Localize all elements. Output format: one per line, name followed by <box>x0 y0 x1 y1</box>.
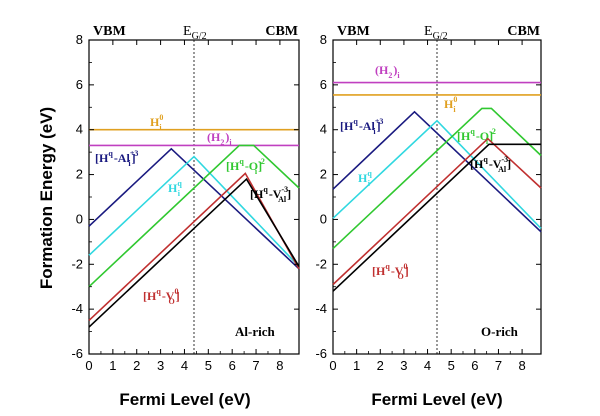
right-ytick-label: -6 <box>315 346 327 361</box>
left-ytick-label: -2 <box>71 256 83 271</box>
left-series-h-al-vacancy <box>88 177 300 328</box>
right-cbm-label: CBM <box>507 24 540 39</box>
left-ytick-label: -4 <box>71 301 83 316</box>
right-ytick-label: 2 <box>320 167 327 182</box>
left-label-h-o-vacancy: [Hq -V0 O ] <box>143 287 180 306</box>
right-label-h-al-vacancy: [Hq -V-3 Al ] <box>470 155 511 174</box>
left-xtick-label: 7 <box>252 358 259 373</box>
right-series-h-al-interstitial <box>332 110 542 233</box>
left-label-h-al-interstitial: [Hq -Al+3 i ] <box>95 149 138 168</box>
left-ytick-label: 6 <box>76 77 83 92</box>
right-xtick-label: 2 <box>377 358 384 373</box>
left-series-h-interstitial-charged <box>88 155 300 268</box>
right-xtick-label: 3 <box>400 358 407 373</box>
left-ytick-label: 4 <box>76 122 83 137</box>
left-series-h-al-interstitial <box>88 147 300 270</box>
right-xtick-label: 4 <box>424 358 431 373</box>
right-series-h-o-interstitial <box>332 107 542 250</box>
right-ytick-label: -2 <box>315 256 327 271</box>
left-xtick-label: 6 <box>229 358 236 373</box>
right-ytick-label: 4 <box>320 122 327 137</box>
right-panel: (H2 )i H0 i [Hq -Al+3 i ] Hq i [Hq -O-2 i ] [H… <box>315 24 542 373</box>
left-xtick-label: 0 <box>85 358 92 373</box>
right-ticks: 0 1 2 3 4 5 6 7 8 -6 -4 -2 0 2 4 6 8 <box>315 32 541 373</box>
right-series-h-interstitial-charged <box>332 119 542 229</box>
right-label-h2-interstitial: H0 i <box>444 95 457 114</box>
left-x-axis-label: Fermi Level (eV) <box>119 390 250 409</box>
right-xtick-label: 5 <box>448 358 455 373</box>
left-condition-label: Al-rich <box>235 324 275 339</box>
left-label-h-o-interstitial: [Hq -O-2 i ] <box>226 157 265 176</box>
left-label-h-al-vacancy: [Hq -V-3 Al ] <box>250 185 291 204</box>
left-label-h-interstitial-charged: Hq i <box>168 179 182 198</box>
left-series-h-o-interstitial <box>88 144 300 288</box>
left-ticks: 0 1 2 3 4 5 6 7 8 -6 -4 -2 0 2 4 6 8 <box>71 32 299 373</box>
right-label-h-al-interstitial: [Hq -Al+3 i ] <box>340 117 383 136</box>
left-cbm-label: CBM <box>265 24 298 39</box>
right-plot-content: (H2 )i H0 i [Hq -Al+3 i ] Hq i [Hq -O-2 i ] [H… <box>332 40 542 354</box>
left-xtick-label: 4 <box>181 358 188 373</box>
right-x-axis-label: Fermi Level (eV) <box>371 390 502 409</box>
left-xtick-label: 2 <box>133 358 140 373</box>
left-panel: H0 i (H2 )i [Hq -Al+3 i ] Hq i [Hq -O-2 i ] [H… <box>71 24 300 373</box>
right-xtick-label: 6 <box>471 358 478 373</box>
left-ytick-label: 2 <box>76 167 83 182</box>
right-ytick-label: -4 <box>315 301 327 316</box>
left-ytick-label: -6 <box>71 346 83 361</box>
right-xtick-label: 1 <box>353 358 360 373</box>
right-series-h-o-vacancy <box>332 137 542 286</box>
right-label-h-o-interstitial: [Hq -O-2 i ] <box>457 127 496 146</box>
right-ytick-label: 8 <box>320 32 327 47</box>
left-xtick-label: 1 <box>109 358 116 373</box>
right-label-h-interstitial-neutral: (H2 )i <box>375 63 401 80</box>
right-ytick-label: 6 <box>320 77 327 92</box>
right-label-h-interstitial-charged: Hq i <box>358 169 372 188</box>
right-midgap-label: EG/2 <box>424 24 448 42</box>
left-xtick-label: 5 <box>205 358 212 373</box>
right-vbm-label: VBM <box>337 24 370 39</box>
left-xtick-label: 8 <box>276 358 283 373</box>
left-plot-content: H0 i (H2 )i [Hq -Al+3 i ] Hq i [Hq -O-2 i ] [H… <box>88 40 300 354</box>
right-label-h-o-vacancy: [Hq -V0 O ] <box>372 262 409 281</box>
left-midgap-label: EG/2 <box>183 24 207 42</box>
right-xtick-label: 0 <box>329 358 336 373</box>
right-condition-label: O-rich <box>481 324 519 339</box>
right-xtick-label: 7 <box>495 358 502 373</box>
right-xtick-label: 8 <box>518 358 525 373</box>
right-series-h-al-vacancy <box>332 143 541 292</box>
left-ytick-label: 0 <box>76 211 83 226</box>
left-ytick-label: 8 <box>76 32 83 47</box>
y-axis-label: Formation Energy (eV) <box>37 107 56 289</box>
right-ytick-label: 0 <box>320 211 327 226</box>
left-xtick-label: 3 <box>157 358 164 373</box>
left-label-h2-interstitial: (H2 )i <box>207 130 233 147</box>
left-vbm-label: VBM <box>93 24 126 39</box>
left-label-h-interstitial-neutral: H0 i <box>150 113 163 132</box>
